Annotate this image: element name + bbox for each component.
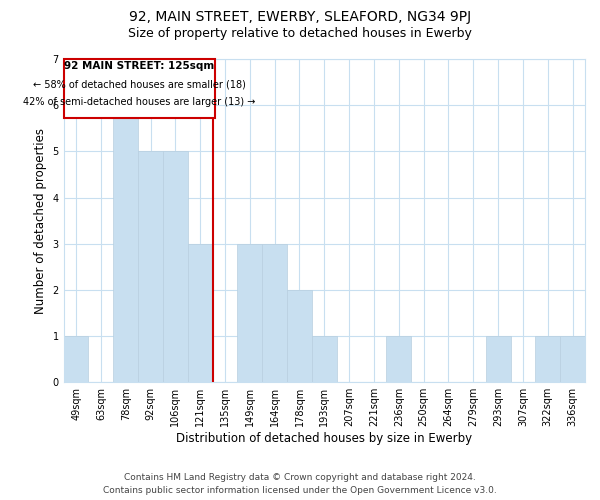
Y-axis label: Number of detached properties: Number of detached properties [34, 128, 47, 314]
Bar [485, 336, 511, 382]
Bar [163, 152, 188, 382]
Bar [386, 336, 411, 382]
X-axis label: Distribution of detached houses by size in Ewerby: Distribution of detached houses by size … [176, 432, 472, 445]
Text: Contains HM Land Registry data © Crown copyright and database right 2024.
Contai: Contains HM Land Registry data © Crown c… [103, 474, 497, 495]
Text: 92, MAIN STREET, EWERBY, SLEAFORD, NG34 9PJ: 92, MAIN STREET, EWERBY, SLEAFORD, NG34 … [129, 10, 471, 24]
Bar [238, 244, 262, 382]
Bar [535, 336, 560, 382]
Text: 42% of semi-detached houses are larger (13) →: 42% of semi-detached houses are larger (… [23, 97, 256, 107]
Bar [113, 105, 138, 382]
Bar [188, 244, 212, 382]
Bar [64, 336, 88, 382]
FancyBboxPatch shape [64, 59, 215, 118]
Text: ← 58% of detached houses are smaller (18): ← 58% of detached houses are smaller (18… [33, 80, 246, 90]
Text: 92 MAIN STREET: 125sqm: 92 MAIN STREET: 125sqm [64, 62, 214, 72]
Bar [138, 152, 163, 382]
Text: Size of property relative to detached houses in Ewerby: Size of property relative to detached ho… [128, 28, 472, 40]
Bar [560, 336, 585, 382]
Bar [262, 244, 287, 382]
Bar [312, 336, 337, 382]
Bar [287, 290, 312, 382]
